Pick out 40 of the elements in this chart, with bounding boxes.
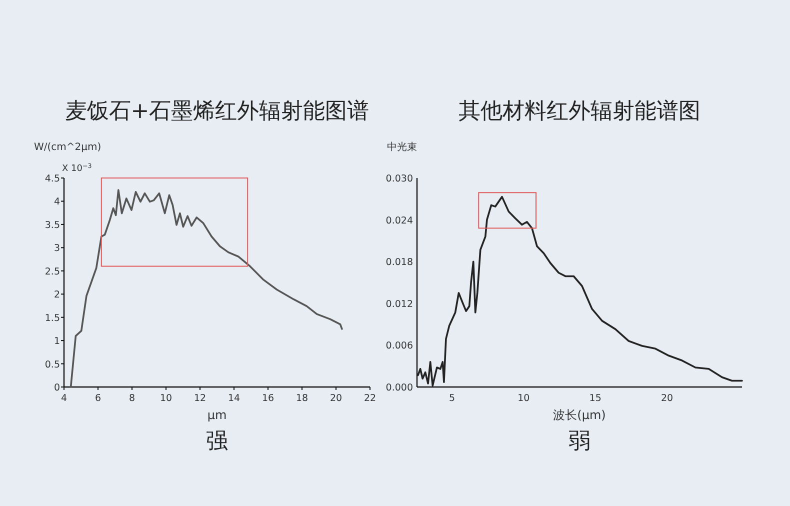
y-tick-label: 4 — [54, 196, 60, 208]
x-tick-label: 15 — [589, 393, 602, 404]
x-axis-title: μm — [207, 408, 227, 422]
x-tick-label: 12 — [194, 393, 206, 404]
y-tick-label: 4.5 — [44, 174, 60, 184]
chart-title: 麦饭石+石墨烯红外辐射能图谱 — [64, 99, 370, 124]
y-tick-label: 0.024 — [386, 215, 413, 226]
y-tick-label: 0.000 — [386, 382, 413, 394]
chart-title: 其他材料红外辐射能谱图 — [458, 99, 700, 124]
x-axis-title: 波长(μm) — [553, 408, 606, 422]
y-axis-title: W/(cm^2μm) — [34, 142, 102, 153]
x-tick-label: 6 — [94, 393, 102, 404]
x-tick-label: 20 — [330, 393, 342, 404]
y-tick-label: 3.5 — [44, 220, 60, 231]
x-tick-label: 14 — [228, 393, 240, 404]
text: 强 — [206, 429, 228, 454]
x-tick-label: 16 — [262, 393, 274, 404]
y-tick-label: 2 — [54, 290, 60, 301]
y-axis-title: 中光束 — [387, 141, 417, 153]
x-tick-label: 5 — [448, 393, 456, 404]
y-tick-label: 0.5 — [44, 359, 60, 370]
x-tick-label: 10 — [518, 393, 530, 404]
x-tick-label: 10 — [160, 393, 172, 404]
x-tick-label: 4 — [60, 393, 68, 404]
text: 弱 — [568, 429, 590, 454]
x-tick-label: 20 — [660, 393, 674, 404]
y-tick-label: 1 — [54, 336, 60, 348]
line-series — [70, 189, 343, 388]
y-tick-label: 2.5 — [44, 266, 60, 278]
x-tick-label: 18 — [296, 393, 308, 404]
y-tick-label: 1.5 — [44, 312, 60, 324]
y-tick-label: 0 — [54, 382, 60, 394]
x-tick-label: 8 — [128, 393, 136, 404]
y-tick-label: 0.018 — [386, 257, 413, 268]
y-tick-label: 0.030 — [386, 174, 413, 184]
x-tick-label: 22 — [364, 393, 376, 404]
text: X 10$^{−3}$ — [62, 162, 92, 174]
y-tick-label: 0.012 — [386, 298, 413, 310]
y-tick-label: 3 — [54, 243, 60, 254]
y-tick-label: 0.006 — [386, 340, 413, 352]
